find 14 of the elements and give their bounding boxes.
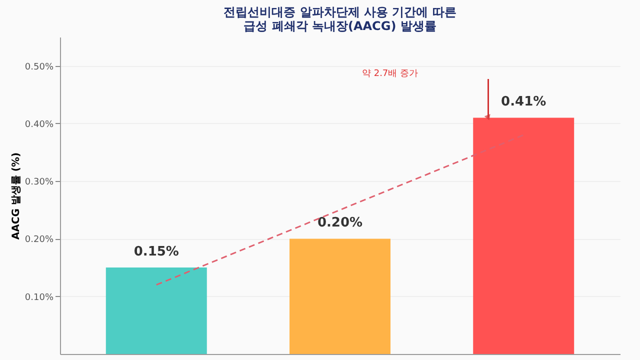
data-label: 0.41% <box>501 94 546 110</box>
y-tick-label: 0.50% <box>24 62 54 72</box>
bar <box>473 118 574 354</box>
chart-title: 전립선비대증 알파차단제 사용 기간에 따른 급성 폐쇄각 녹내장(AACG) 발생률 <box>224 5 456 33</box>
y-tick-label: 0.40% <box>24 120 54 130</box>
y-tick-label: 0.10% <box>24 292 54 303</box>
bar <box>106 268 207 354</box>
bar <box>290 238 390 354</box>
annotation: 약 2.7배 증가 <box>362 69 418 79</box>
y-tick-label: 0.20% <box>24 235 54 246</box>
y-axis-title: AACG 발생률 (%) <box>10 152 22 240</box>
y-tick-label: 0.30% <box>24 178 54 188</box>
data-label: 0.20% <box>317 216 363 231</box>
data-label: 0.15% <box>134 244 179 260</box>
